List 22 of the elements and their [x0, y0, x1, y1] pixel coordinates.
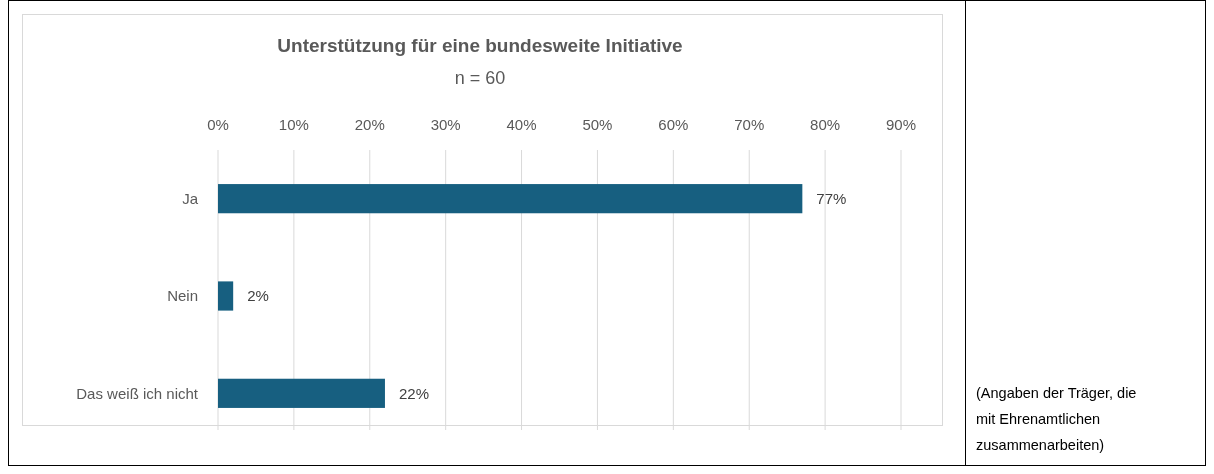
- x-tick-label: 40%: [506, 116, 537, 133]
- y-tick-label: Nein: [167, 287, 198, 305]
- bar: [218, 281, 234, 311]
- x-tick-label: 10%: [278, 116, 309, 133]
- data-label: 77%: [816, 189, 847, 207]
- x-tick-label: 70%: [734, 116, 765, 133]
- y-tick-label: Das weiß ich nicht: [76, 384, 199, 402]
- chart-title: Unterstützung für eine bundesweite Initiative: [277, 35, 683, 56]
- text: (Angaben der Träger, die mit Ehrenamtlichen zusammenarbeiten): [976, 385, 1137, 453]
- x-tick-label: 0%: [207, 116, 229, 133]
- chart-subtitle: n = 60: [454, 68, 506, 88]
- x-tick-label: 30%: [430, 116, 461, 133]
- x-tick-label: 50%: [582, 116, 613, 133]
- x-tick-label: 20%: [354, 116, 385, 133]
- bar: [218, 378, 385, 408]
- y-tick-label: Ja: [182, 189, 199, 207]
- x-tick-label: 60%: [658, 116, 689, 133]
- bar: [218, 184, 803, 214]
- data-label: 2%: [247, 287, 269, 305]
- x-tick-label: 90%: [885, 116, 917, 133]
- x-tick-label: 80%: [810, 116, 841, 133]
- data-label: 22%: [398, 384, 429, 402]
